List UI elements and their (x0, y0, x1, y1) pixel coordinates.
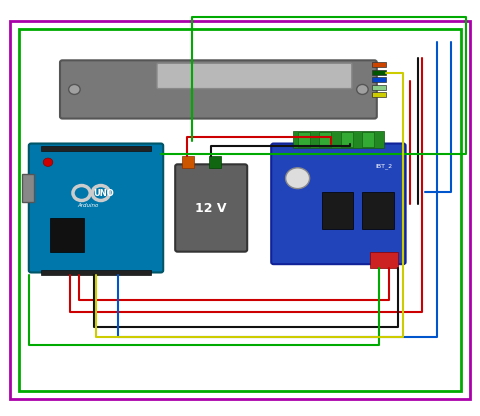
Bar (362, 192, 394, 230)
Bar (298, 132, 310, 147)
FancyBboxPatch shape (175, 164, 247, 252)
Bar (209, 156, 221, 168)
FancyBboxPatch shape (60, 60, 377, 119)
Bar (322, 192, 353, 230)
Bar (362, 132, 374, 147)
Bar (370, 252, 398, 268)
Bar (372, 62, 386, 67)
Bar (319, 132, 331, 147)
FancyBboxPatch shape (271, 144, 406, 264)
FancyBboxPatch shape (29, 144, 163, 272)
Bar (182, 156, 194, 168)
Bar (293, 131, 384, 148)
Bar (41, 270, 151, 275)
Bar (372, 77, 386, 82)
Bar (22, 174, 34, 202)
Circle shape (43, 158, 53, 166)
Text: Arduino: Arduino (78, 203, 99, 208)
FancyBboxPatch shape (157, 63, 352, 89)
Text: IBT_2: IBT_2 (375, 164, 393, 169)
Bar (19, 29, 461, 391)
Circle shape (357, 84, 368, 94)
Bar (341, 132, 353, 147)
Bar (41, 146, 151, 151)
Circle shape (69, 84, 80, 94)
Bar (372, 70, 386, 75)
Bar (372, 85, 386, 90)
Circle shape (286, 168, 310, 188)
Text: 12 V: 12 V (195, 201, 227, 215)
Bar (372, 92, 386, 97)
Text: UNO: UNO (94, 188, 114, 198)
Bar (50, 218, 84, 252)
